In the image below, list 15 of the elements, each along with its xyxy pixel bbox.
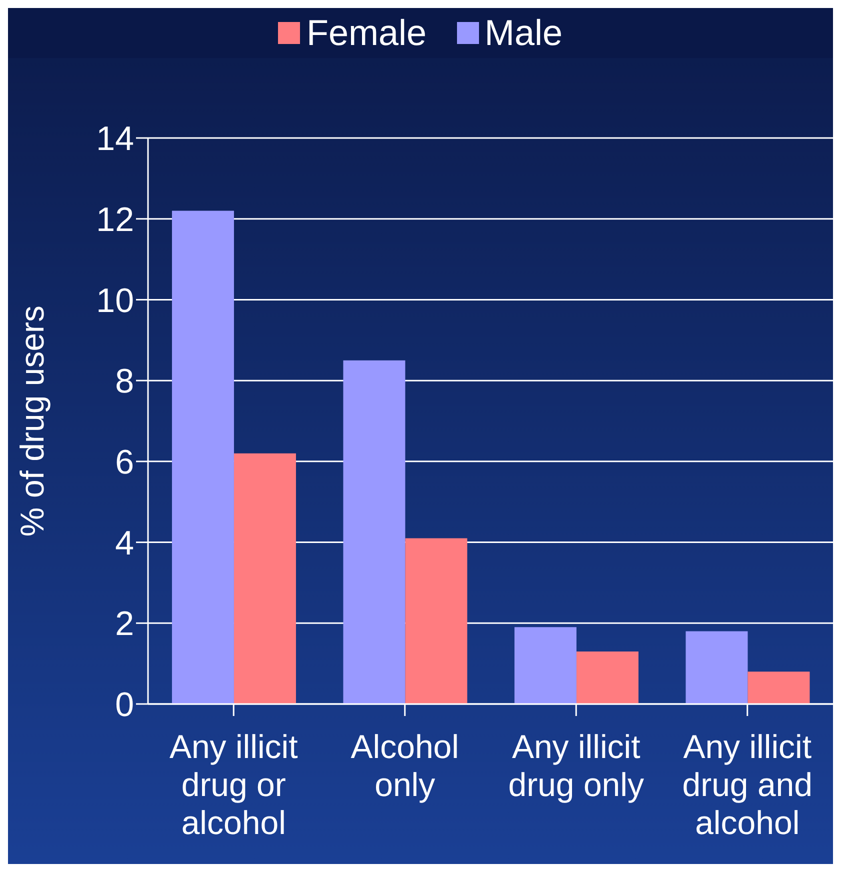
y-tick-label: 6 — [115, 444, 134, 482]
y-tick-label: 0 — [115, 686, 134, 724]
x-tick-label: Any illicit drug or alcohol — [169, 728, 298, 841]
y-tick-label: 4 — [115, 524, 134, 562]
x-tick-label: Alcohol only — [350, 728, 459, 803]
y-tick-label: 10 — [96, 282, 134, 320]
legend-label: Female — [306, 12, 426, 54]
y-axis-title: % of drug users — [14, 305, 51, 537]
y-tick-label: 14 — [96, 120, 134, 158]
y-tick-label: 12 — [96, 200, 134, 239]
x-tick-label: Any illicit drug and alcohol — [682, 728, 813, 841]
y-tick-label: 2 — [115, 605, 134, 644]
legend-label: Male — [484, 12, 563, 54]
x-tick-label: Any illicit drug only — [508, 728, 644, 803]
y-tick-label: 8 — [115, 362, 134, 401]
